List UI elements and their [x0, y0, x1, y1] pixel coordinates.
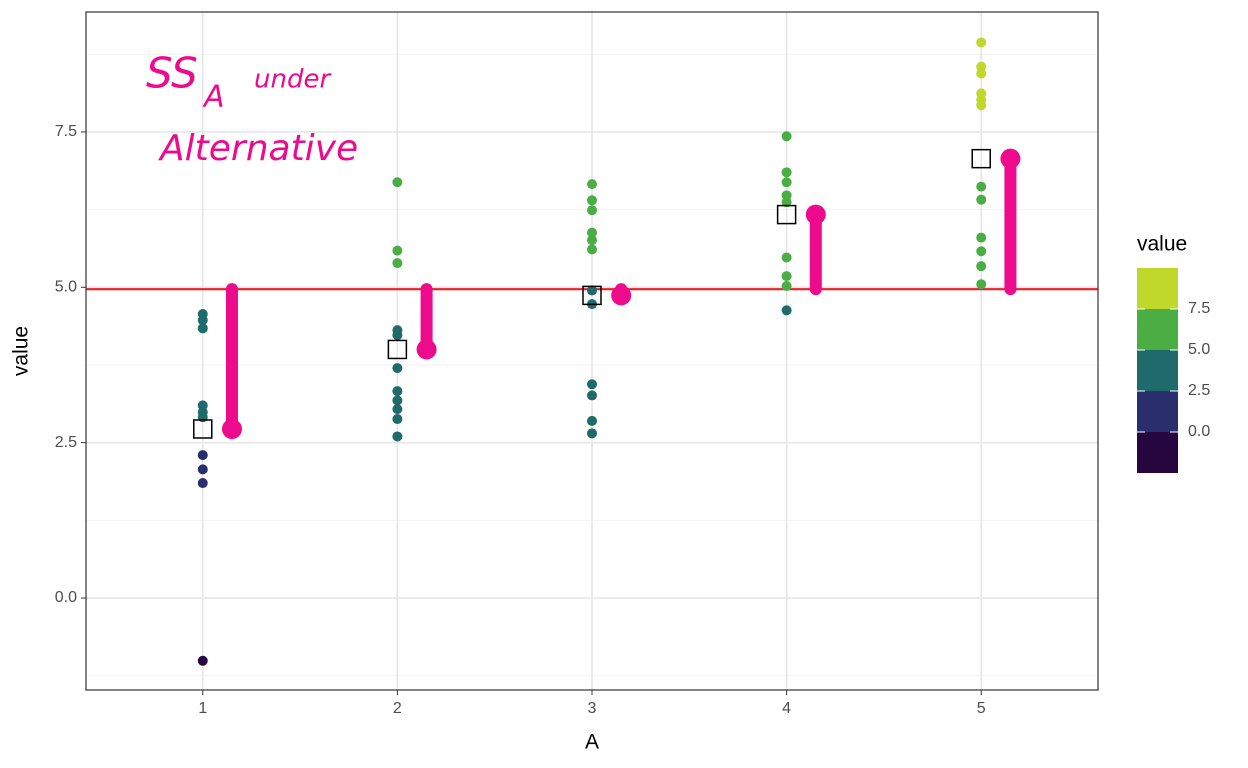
deviation-dot: [611, 285, 632, 306]
legend-label: 5.0: [1188, 341, 1210, 358]
point: [197, 464, 208, 475]
x-tick-label: 4: [782, 700, 791, 717]
point: [587, 390, 597, 401]
point: [587, 179, 597, 190]
point: [781, 271, 792, 282]
group-mean: [387, 339, 408, 360]
point: [392, 177, 403, 188]
grid: [86, 12, 1098, 690]
legend-label: 2.5: [1188, 382, 1210, 399]
point: [781, 305, 792, 316]
x-tick-label: 5: [977, 700, 986, 717]
group-mean: [776, 204, 797, 225]
annotation: SS A under Alternative: [146, 49, 358, 170]
point: [976, 279, 987, 290]
point: [392, 386, 403, 397]
legend-swatch: [1137, 268, 1178, 309]
group-mean: [582, 285, 602, 306]
x-axis-title: A: [585, 731, 599, 754]
point: [587, 195, 597, 206]
point: [392, 258, 403, 269]
y-tick-label: 0.0: [55, 589, 77, 606]
point: [976, 232, 987, 243]
point: [197, 478, 208, 489]
point: [197, 450, 208, 461]
point: [587, 227, 597, 238]
point: [392, 414, 403, 425]
y-tick-label: 2.5: [55, 434, 77, 451]
group-mean: [193, 419, 213, 439]
legend-label: 0.0: [1188, 423, 1210, 440]
point: [587, 244, 597, 255]
point: [392, 404, 403, 415]
y-axis-title: value: [10, 326, 33, 376]
legend-swatch: [1137, 432, 1178, 473]
point: [392, 245, 403, 256]
point: [976, 68, 987, 79]
point: [392, 395, 403, 406]
point: [197, 655, 208, 666]
point: [392, 431, 403, 442]
legend-label: 7.5: [1188, 300, 1210, 317]
legend-title: value: [1137, 233, 1187, 256]
point: [781, 281, 792, 292]
legend-swatch: [1137, 391, 1178, 432]
x-tick-label: 3: [588, 700, 597, 717]
point: [781, 197, 792, 208]
point: [587, 285, 597, 296]
deviation-dot: [805, 204, 826, 225]
point: [781, 252, 792, 263]
point: [197, 323, 208, 334]
point: [587, 205, 597, 216]
point: [976, 181, 987, 192]
annotation-text: under: [254, 65, 332, 95]
deviation-dot: [221, 418, 242, 439]
deviation-dot: [416, 339, 437, 360]
point: [976, 37, 987, 48]
point: [197, 315, 208, 326]
point: [976, 194, 987, 205]
point: [197, 400, 208, 411]
point: [392, 363, 403, 374]
point: [781, 167, 792, 178]
legend-swatch: [1137, 309, 1178, 350]
annotation-text: SS: [146, 49, 198, 98]
point: [587, 379, 597, 390]
point: [976, 261, 987, 272]
point: [976, 61, 987, 72]
y-tick-label: 7.5: [55, 123, 77, 140]
point: [587, 428, 597, 439]
point: [587, 235, 597, 246]
y-tick-label: 5.0: [55, 279, 77, 296]
x-tick-label: 2: [393, 700, 402, 717]
point: [781, 190, 792, 201]
annotation-text: Alternative: [158, 128, 358, 169]
legend-swatch: [1137, 350, 1178, 391]
annotation-subscript: A: [202, 80, 225, 115]
group-mean: [971, 148, 991, 169]
point: [781, 177, 792, 188]
point: [976, 246, 987, 257]
deviation-dot: [1000, 148, 1021, 169]
point: [976, 100, 987, 111]
x-tick-label: 1: [198, 700, 207, 717]
marks: [86, 37, 1098, 666]
point: [781, 131, 792, 142]
point: [392, 330, 403, 341]
point: [587, 415, 597, 426]
